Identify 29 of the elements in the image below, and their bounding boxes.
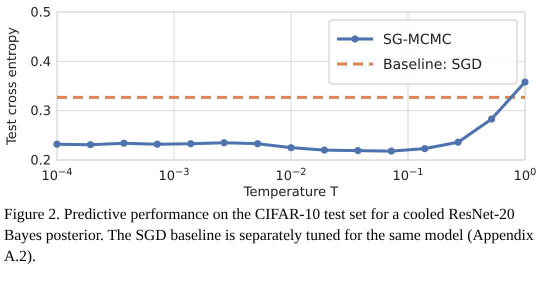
point xyxy=(220,139,228,146)
point xyxy=(488,115,496,123)
point xyxy=(354,147,362,154)
point xyxy=(521,78,529,86)
point xyxy=(187,140,194,148)
x-tick-label: 10$^{0}$ xyxy=(514,166,536,184)
x-tick-label: 10$^{−3}$ xyxy=(158,166,190,184)
point xyxy=(154,140,161,148)
point xyxy=(86,141,94,148)
point xyxy=(287,144,295,152)
legend-label: Baseline: SGD xyxy=(383,56,482,73)
legend-label: SG-MCMC xyxy=(383,32,452,48)
y-tick-label: 0.2 xyxy=(30,154,51,169)
y-tick-label: 0.4 xyxy=(30,54,51,70)
y-axis-title: Test cross entropy xyxy=(5,26,20,146)
point xyxy=(53,140,61,148)
x-axis-title: Temperature T xyxy=(242,185,338,200)
y-tick-label: 0.5 xyxy=(30,6,51,21)
point xyxy=(421,145,428,152)
x-tick-label: 10$^{−4}$ xyxy=(42,166,72,184)
point xyxy=(454,138,462,146)
point xyxy=(388,148,395,155)
x-tick-label: 10$^{−2}$ xyxy=(276,166,306,184)
x-tick-label: 10$^{−1}$ xyxy=(392,166,424,184)
caption: Figure 2. Predictive performance on the CIFAR-10 test set for a cooled ResNet-20 Bayes posterior. The SGD baseline is separately tuned for the same model (Appendix A.2). xyxy=(3,205,535,267)
point xyxy=(254,140,262,148)
point xyxy=(120,140,128,147)
point xyxy=(320,146,328,154)
y-tick-label: 0.3 xyxy=(30,104,51,120)
